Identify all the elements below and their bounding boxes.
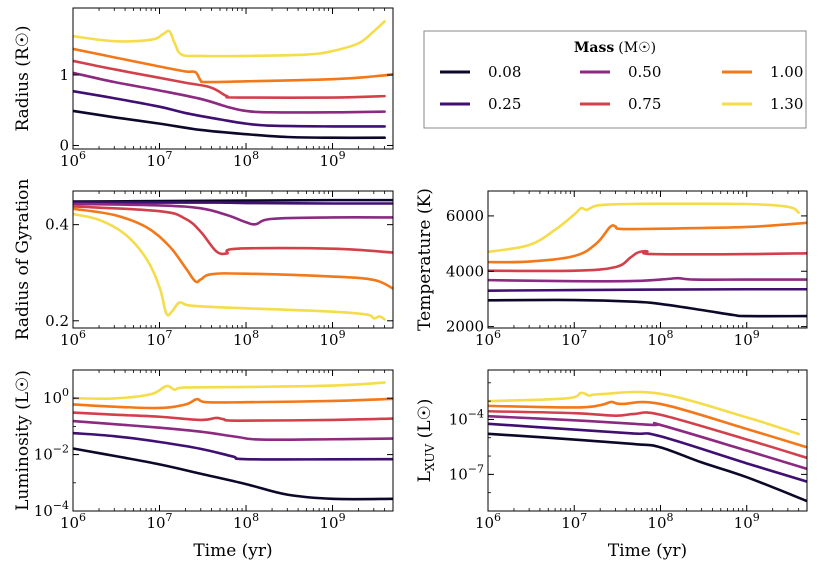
xtick-label-radius-7: 107 bbox=[146, 149, 172, 170]
series-line-luminosity-0.75 bbox=[73, 411, 393, 422]
legend-title: Mass (M☉) bbox=[574, 40, 656, 56]
xlabel-luminosity: Time (yr) bbox=[193, 541, 272, 561]
panel-luminosity: 106 107 108 109 10−4 10−2 100 Luminosity (L☉) Ti… bbox=[13, 369, 394, 561]
axes-frame-luminosity bbox=[72, 369, 394, 512]
series-group-temperature bbox=[488, 202, 807, 318]
xtick-label-gyration-7: 107 bbox=[146, 328, 172, 349]
series-line-gyration-0.25 bbox=[73, 201, 393, 205]
ytick-label-temperature: 2000 bbox=[446, 318, 484, 336]
xtick-label-xuv-8: 108 bbox=[647, 511, 673, 532]
xtick-label-gyration-6: 106 bbox=[60, 328, 86, 349]
series-group-xuv bbox=[488, 390, 807, 503]
series-line-radius-0.75 bbox=[73, 59, 386, 100]
series-group-luminosity bbox=[73, 381, 393, 501]
series-line-radius-1.00 bbox=[73, 47, 393, 84]
xlabel-xuv: Time (yr) bbox=[608, 541, 687, 561]
ytick-label-luminosity: 10−4 bbox=[34, 499, 69, 520]
series-line-radius-1.30 bbox=[73, 20, 386, 58]
xtick-label-gyration-8: 108 bbox=[233, 328, 259, 349]
series-group-radius bbox=[73, 20, 393, 140]
ylabel-radius: Radius (R☉) bbox=[13, 25, 33, 131]
series-line-gyration-0.50 bbox=[73, 202, 393, 226]
axes-frame-temperature bbox=[487, 190, 808, 329]
ytick-label-gyration: 0.4 bbox=[45, 216, 69, 234]
xtick-label-temperature-7: 107 bbox=[561, 328, 587, 349]
xtick-label-xuv-7: 107 bbox=[561, 511, 587, 532]
series-line-xuv-0.50 bbox=[488, 414, 807, 471]
series-line-luminosity-0.08 bbox=[73, 447, 393, 501]
series-group-gyration bbox=[73, 198, 393, 321]
legend: Mass (M☉) 0.08 0.25 0.50 0.75 1.00 1.30 bbox=[423, 30, 807, 129]
legend-label-1.30: 1.30 bbox=[770, 95, 803, 113]
series-line-gyration-1.30 bbox=[73, 212, 386, 321]
series-line-temperature-0.08 bbox=[488, 298, 807, 318]
xtick-label-temperature-8: 108 bbox=[647, 328, 673, 349]
series-line-temperature-0.25 bbox=[488, 287, 807, 292]
legend-frame bbox=[423, 30, 807, 129]
series-line-radius-0.25 bbox=[73, 89, 386, 128]
legend-label-0.08: 0.08 bbox=[488, 63, 521, 81]
series-line-temperature-1.00 bbox=[488, 221, 807, 264]
series-line-xuv-0.25 bbox=[488, 422, 807, 483]
xtick-label-temperature-6: 106 bbox=[475, 328, 501, 349]
ytick-label-xuv: 10−7 bbox=[449, 462, 484, 483]
series-line-temperature-0.75 bbox=[488, 249, 807, 273]
ylabel-xuv: LXUV (L☉) bbox=[415, 399, 437, 483]
xtick-label-luminosity-9: 109 bbox=[319, 511, 345, 532]
legend-title-unit: (M☉) bbox=[618, 40, 656, 56]
ytick-label-luminosity: 10−2 bbox=[34, 443, 69, 464]
xtick-label-radius-6: 106 bbox=[60, 149, 86, 170]
xtick-label-radius-9: 109 bbox=[319, 149, 345, 170]
xtick-label-luminosity-6: 106 bbox=[60, 511, 86, 532]
series-line-xuv-1.00 bbox=[488, 400, 807, 449]
legend-label-0.50: 0.50 bbox=[628, 63, 661, 81]
series-line-gyration-0.75 bbox=[73, 205, 393, 256]
series-line-luminosity-1.30 bbox=[73, 381, 386, 401]
ytick-label-radius: 0 bbox=[59, 136, 69, 154]
legend-label-0.25: 0.25 bbox=[488, 95, 521, 113]
legend-entries: 0.08 0.25 0.50 0.75 1.00 1.30 bbox=[440, 63, 803, 113]
ytick-label-xuv: 10−4 bbox=[449, 407, 484, 428]
ylabel-temperature: Temperature (K) bbox=[415, 188, 435, 331]
series-line-temperature-1.30 bbox=[488, 202, 800, 254]
legend-title-bold: Mass bbox=[574, 40, 614, 56]
series-line-radius-0.08 bbox=[73, 109, 386, 140]
series-line-luminosity-0.25 bbox=[73, 431, 393, 461]
legend-label-0.75: 0.75 bbox=[628, 95, 661, 113]
panel-xuv: 106 107 108 109 10−7 10−4 LXUV (L☉) Time (yr) bbox=[415, 369, 808, 561]
xtick-label-luminosity-7: 107 bbox=[146, 511, 172, 532]
ytick-label-gyration: 0.2 bbox=[45, 312, 69, 330]
xtick-label-radius-8: 108 bbox=[233, 149, 259, 170]
series-line-gyration-1.00 bbox=[73, 207, 393, 290]
ylabel-luminosity: Luminosity (L☉) bbox=[13, 370, 33, 511]
xtick-label-luminosity-8: 108 bbox=[233, 511, 259, 532]
xtick-label-xuv-6: 106 bbox=[475, 511, 501, 532]
legend-label-1.00: 1.00 bbox=[770, 63, 803, 81]
ytick-label-temperature: 4000 bbox=[446, 262, 484, 280]
panel-gyration: 106 107 108 109 0.2 0.4 Radius of Gyration bbox=[13, 179, 394, 349]
series-line-xuv-0.75 bbox=[488, 409, 807, 460]
panel-radius: 106 107 108 109 0 1 Radius (R☉) bbox=[13, 7, 394, 170]
ylabel-gyration: Radius of Gyration bbox=[13, 179, 33, 341]
series-line-temperature-0.50 bbox=[488, 276, 807, 283]
panel-temperature: 106 107 108 109 2000 4000 6000 Temperature (K) bbox=[415, 188, 808, 349]
xtick-label-gyration-9: 109 bbox=[319, 328, 345, 349]
ytick-label-luminosity: 100 bbox=[43, 386, 69, 407]
ytick-label-radius: 1 bbox=[59, 66, 69, 84]
xtick-label-xuv-9: 109 bbox=[734, 511, 760, 532]
axes-frame-xuv bbox=[487, 369, 808, 512]
ytick-label-temperature: 6000 bbox=[446, 207, 484, 225]
series-line-radius-0.50 bbox=[73, 71, 386, 114]
series-line-xuv-0.08 bbox=[488, 432, 807, 503]
plots: 106 107 108 109 0 1 Radius (R☉) 106 107 108 109 0.2… bbox=[13, 7, 808, 561]
series-line-xuv-1.30 bbox=[488, 390, 800, 436]
series-line-luminosity-0.50 bbox=[73, 419, 393, 442]
series-line-luminosity-1.00 bbox=[73, 397, 393, 410]
xtick-label-temperature-9: 109 bbox=[734, 328, 760, 349]
